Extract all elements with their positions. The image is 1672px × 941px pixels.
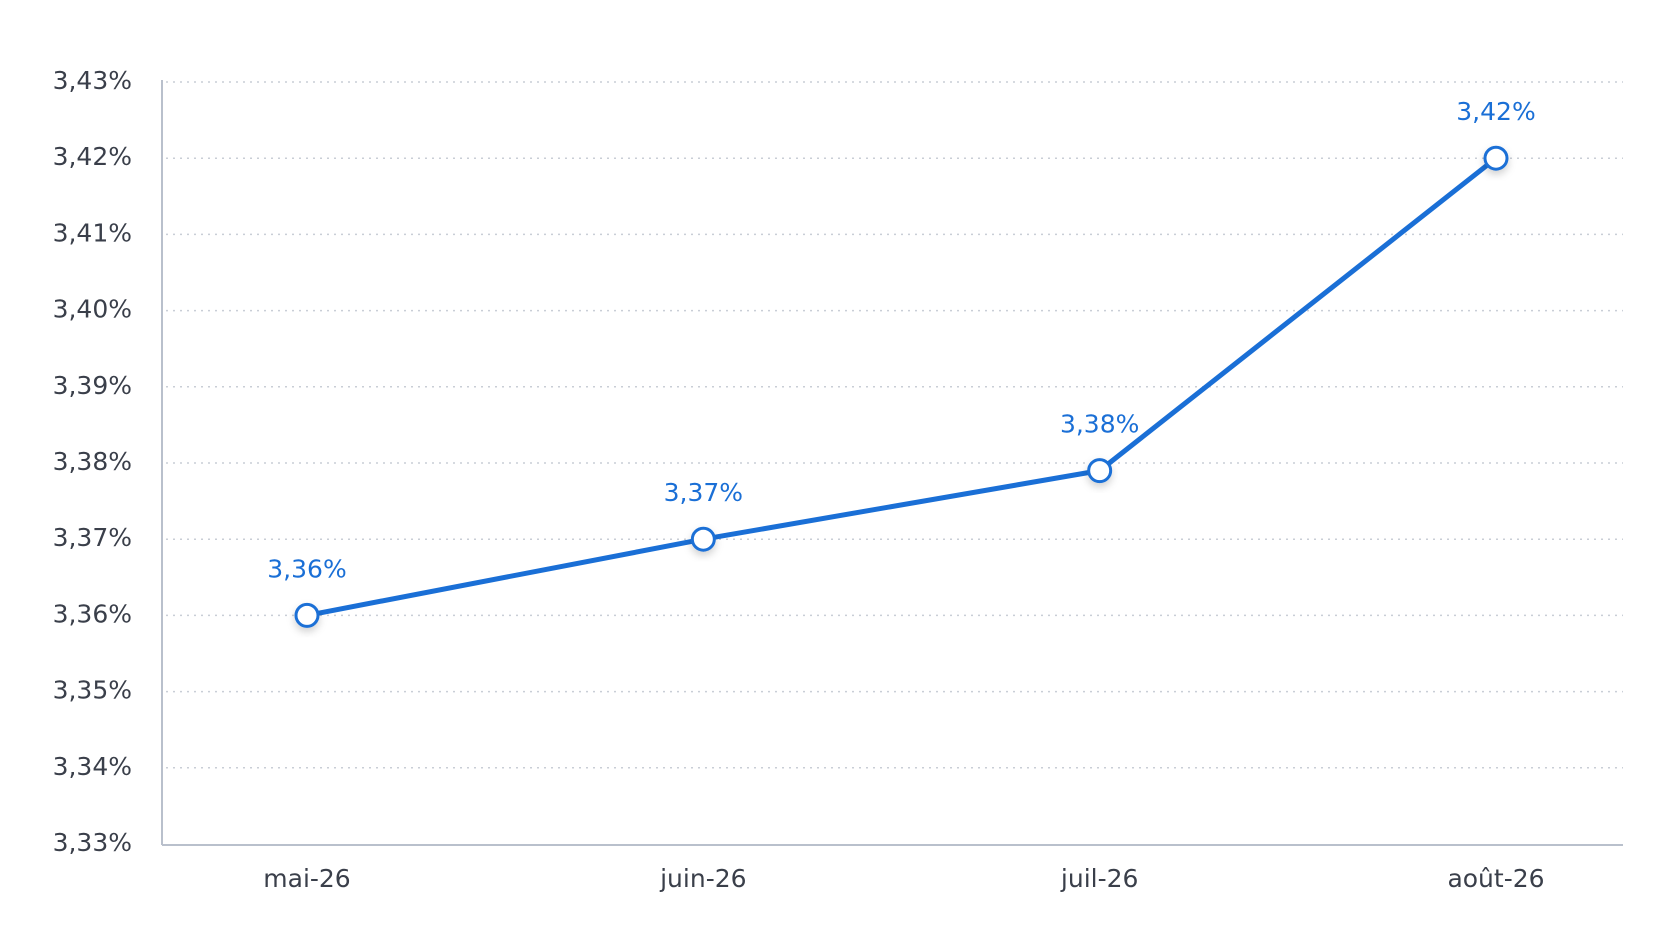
x-tick-label: juin-26: [659, 864, 746, 893]
y-tick-label: 3,37%: [53, 523, 132, 552]
data-label: 3,37%: [664, 478, 743, 507]
data-label: 3,36%: [267, 554, 346, 583]
data-label: 3,38%: [1060, 410, 1139, 439]
y-tick-label: 3,36%: [53, 599, 132, 628]
data-point: [1087, 458, 1113, 484]
x-tick-label: mai-26: [263, 864, 350, 893]
x-tick-label: juil-26: [1060, 864, 1139, 893]
y-tick-label: 3,42%: [53, 142, 132, 171]
y-tick-label: 3,43%: [53, 66, 132, 95]
x-tick-label: août-26: [1447, 864, 1544, 893]
y-tick-label: 3,38%: [53, 447, 132, 476]
data-point: [1483, 145, 1509, 171]
data-point: [294, 602, 320, 628]
y-tick-label: 3,35%: [53, 676, 132, 705]
y-tick-label: 3,41%: [53, 218, 132, 247]
y-tick-label: 3,34%: [53, 752, 132, 781]
y-tick-label: 3,40%: [53, 295, 132, 324]
data-point: [690, 526, 716, 552]
y-tick-label: 3,39%: [53, 371, 132, 400]
line-series: [306, 156, 1498, 618]
y-tick-label: 3,33%: [53, 828, 132, 857]
data-label: 3,42%: [1456, 97, 1535, 126]
